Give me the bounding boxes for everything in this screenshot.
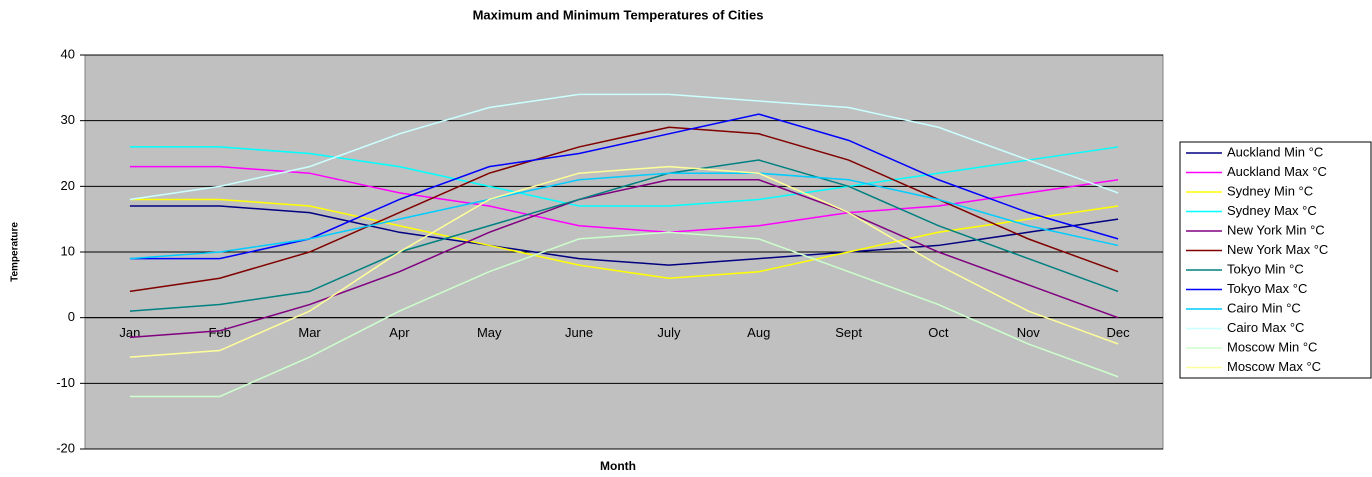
legend-label: Moscow Min °C [1227,339,1317,354]
legend-label: Tokyo Min °C [1227,261,1304,276]
series-line [129,113,1119,260]
legend-label: Cairo Max °C [1227,320,1304,335]
y-tick-label: 30 [61,112,75,127]
y-tick-label: -10 [56,375,75,390]
x-tick-label: Apr [389,325,410,340]
legend-label: Cairo Min °C [1227,300,1301,315]
y-tick-label: -20 [56,440,75,455]
y-tick-label: 0 [68,309,75,324]
x-tick-label: Aug [747,325,770,340]
legend-label: Sydney Max °C [1227,203,1317,218]
x-tick-label: May [477,325,502,340]
legend-label: Tokyo Max °C [1227,281,1307,296]
legend-label: Auckland Max °C [1227,164,1327,179]
x-tick-label: Sept [835,325,862,340]
series-line [129,146,1119,207]
series-line [129,179,1119,339]
legend-label: New York Max °C [1227,242,1328,257]
legend-box [1179,141,1372,379]
y-axis-label: Temperature [10,222,21,282]
legend-label: Sydney Min °C [1227,183,1313,198]
series-line [129,93,1119,201]
y-tick-label: 20 [61,178,75,193]
y-tick-label: 10 [61,243,75,258]
x-tick-label: Oct [928,325,949,340]
chart-title: Maximum and Minimum Temperatures of Citi… [473,7,764,22]
x-tick-label: Nov [1017,325,1041,340]
legend-label: Moscow Max °C [1227,359,1321,374]
series-line [129,198,1119,280]
x-tick-label: Dec [1107,325,1131,340]
y-tick-label: 40 [61,46,75,61]
series-line [129,165,1119,358]
series-line [129,159,1119,312]
x-tick-label: June [565,325,593,340]
series-line [129,205,1119,266]
series-line [129,231,1119,398]
series-line [129,172,1119,260]
legend-label: New York Min °C [1227,222,1325,237]
x-axis-label: Month [600,459,636,473]
x-tick-label: Jan [119,325,140,340]
series-line [129,126,1119,293]
x-tick-label: July [657,325,681,340]
x-tick-label: Mar [298,325,321,340]
legend-label: Auckland Min °C [1227,144,1323,159]
x-tick-label: Feb [209,325,231,340]
